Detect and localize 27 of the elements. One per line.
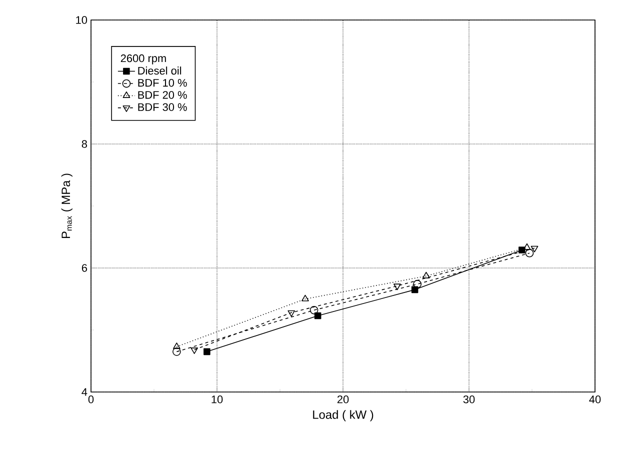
legend-label: Diesel oil <box>138 66 182 75</box>
point <box>422 272 430 278</box>
point <box>413 280 422 288</box>
y-tick-label: 4 <box>82 388 88 396</box>
y-tick-label: 6 <box>82 264 88 272</box>
y-tick-label: 8 <box>82 140 88 148</box>
point <box>288 310 296 317</box>
x-tick-label: 0 <box>88 396 94 404</box>
point <box>204 348 210 356</box>
x-tick-label: 10 <box>212 396 223 404</box>
legend-label: BDF 30 % <box>138 103 187 111</box>
point <box>172 348 181 356</box>
point <box>518 246 526 254</box>
point <box>190 348 198 354</box>
x-tick-label: 20 <box>337 396 349 404</box>
legend-label: BDF 10 % <box>138 78 187 87</box>
point <box>310 306 318 314</box>
point <box>302 294 309 302</box>
x-tick-label: 40 <box>589 396 601 404</box>
x-tick-label: 30 <box>463 396 475 404</box>
x-axis-title: Load ( kW ) <box>313 410 374 422</box>
y-axis-title: P$_{max}$ ( MPa ) <box>61 174 72 238</box>
legend-title: 2600 rpm <box>120 54 166 64</box>
point <box>173 342 180 350</box>
y-tick-label: 10 <box>76 16 88 24</box>
point <box>394 284 401 290</box>
legend-label: BDF 20 % <box>138 91 187 99</box>
